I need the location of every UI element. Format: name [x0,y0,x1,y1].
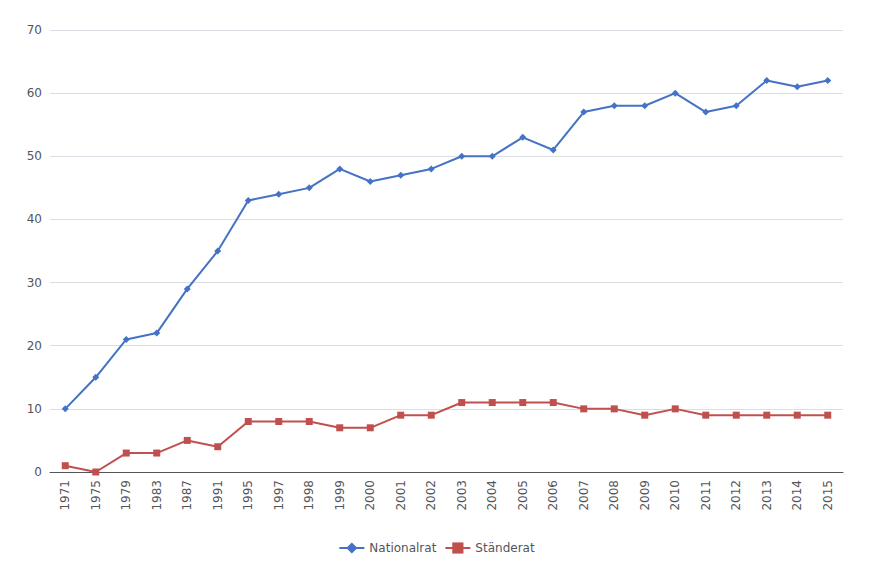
svg-text:50: 50 [27,149,42,163]
svg-text:1987: 1987 [180,480,194,511]
svg-text:2012: 2012 [729,480,743,511]
svg-text:2000: 2000 [363,480,377,511]
svg-text:2009: 2009 [638,480,652,511]
svg-text:10: 10 [27,402,42,416]
svg-text:2010: 2010 [668,480,682,511]
svg-text:1999: 1999 [333,480,347,511]
svg-text:1997: 1997 [272,480,286,511]
svg-text:Ständerat: Ständerat [475,541,535,555]
svg-text:2006: 2006 [546,480,560,511]
svg-text:1975: 1975 [89,480,103,511]
svg-text:2013: 2013 [760,480,774,511]
svg-text:2015: 2015 [821,480,835,511]
svg-text:2014: 2014 [790,480,804,511]
svg-text:30: 30 [27,276,42,290]
svg-text:20: 20 [27,339,42,353]
svg-text:1979: 1979 [119,480,133,511]
svg-text:1995: 1995 [241,480,255,511]
svg-text:2011: 2011 [699,480,713,511]
svg-text:Nationalrat: Nationalrat [369,541,436,555]
svg-text:2008: 2008 [607,480,621,511]
svg-text:2005: 2005 [516,480,530,511]
svg-text:60: 60 [27,86,42,100]
svg-text:1998: 1998 [302,480,316,511]
svg-text:2002: 2002 [424,480,438,511]
svg-text:40: 40 [27,212,42,226]
svg-text:2004: 2004 [485,480,499,511]
svg-text:70: 70 [27,23,42,37]
svg-text:1991: 1991 [211,480,225,511]
svg-text:2007: 2007 [577,480,591,511]
svg-text:2001: 2001 [394,480,408,511]
svg-text:1983: 1983 [150,480,164,511]
svg-text:0: 0 [34,465,42,479]
svg-text:1971: 1971 [58,480,72,511]
svg-text:2003: 2003 [455,480,469,511]
